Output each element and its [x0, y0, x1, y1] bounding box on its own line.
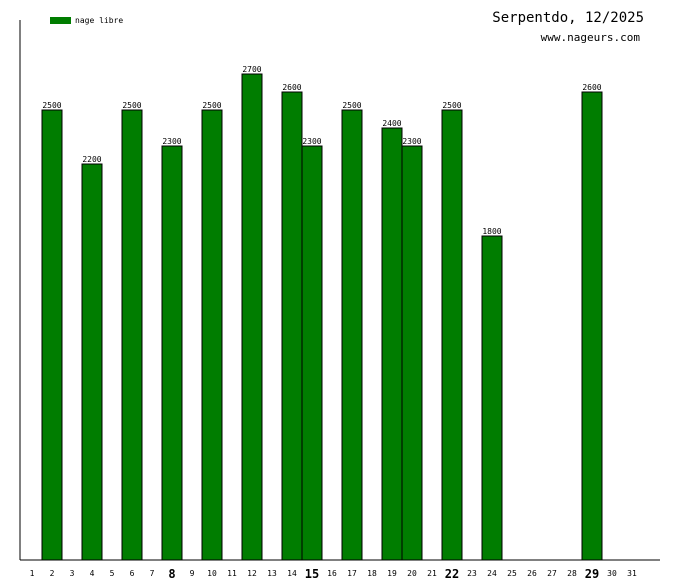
x-tick-label-17: 17	[347, 569, 357, 578]
x-tick-label-3: 3	[70, 569, 75, 578]
bar-day-19	[381, 127, 403, 561]
bar-day-29	[581, 91, 603, 561]
data-label-day-4: 2200	[82, 155, 101, 164]
x-tick-label-18: 18	[367, 569, 377, 578]
x-tick-label-2: 2	[50, 569, 55, 578]
x-tick-label-9: 9	[190, 569, 195, 578]
bar-day-24	[481, 235, 503, 561]
x-tick-label-4: 4	[90, 569, 95, 578]
bar-day-17	[341, 109, 363, 561]
legend-label: nage libre	[75, 16, 124, 25]
data-label-day-15: 2300	[302, 137, 321, 146]
bar-day-2	[41, 109, 63, 561]
legend-swatch	[50, 17, 71, 24]
bar-day-12	[241, 73, 263, 561]
bars-layer	[41, 73, 603, 561]
x-tick-label-12: 12	[247, 569, 257, 578]
x-tick-label-1: 1	[30, 569, 35, 578]
data-label-day-24: 1800	[482, 227, 501, 236]
x-tick-labels-layer: 1 2 3 4 5 6 7 8 9 10 11 12 13 14 15 16 17 18 19 20 21 22 23 24 2…	[30, 567, 637, 581]
x-tick-label-27: 27	[547, 569, 557, 578]
x-tick-label-31: 31	[627, 569, 637, 578]
x-tick-label-15: 15	[305, 567, 319, 580]
x-tick-label-20: 20	[407, 569, 417, 578]
bar-day-20	[401, 145, 423, 561]
data-label-day-19: 2400	[382, 119, 401, 128]
x-tick-label-24: 24	[487, 569, 497, 578]
bar-day-8	[161, 145, 183, 561]
legend: nage libre	[50, 16, 123, 25]
x-tick-label-21: 21	[427, 569, 437, 578]
x-tick-label-11: 11	[227, 569, 237, 578]
bar-day-14	[281, 91, 303, 561]
data-label-day-10: 2500	[202, 101, 221, 110]
data-label-day-22: 2500	[442, 101, 461, 110]
x-tick-label-16: 16	[327, 569, 337, 578]
chart-subtitle: www.nageurs.com	[540, 31, 640, 44]
bar-day-15	[301, 145, 323, 561]
data-label-day-17: 2500	[342, 101, 361, 110]
x-tick-label-7: 7	[150, 569, 155, 578]
bar-day-4	[81, 163, 103, 561]
data-label-day-12: 2700	[242, 65, 261, 74]
x-tick-label-22: 22	[445, 567, 459, 580]
x-tick-label-6: 6	[130, 569, 135, 578]
x-tick-label-13: 13	[267, 569, 277, 578]
x-tick-label-10: 10	[207, 569, 217, 578]
x-tick-label-30: 30	[607, 569, 617, 578]
data-labels-layer: 2500 2200 2500 2300 2500 2700 2600 2300 2500 2400…	[42, 65, 601, 236]
bar-day-6	[121, 109, 143, 561]
bar-day-10	[201, 109, 223, 561]
x-tick-label-14: 14	[287, 569, 297, 578]
data-label-day-2: 2500	[42, 101, 61, 110]
data-label-day-8: 2300	[162, 137, 181, 146]
data-label-day-14: 2600	[282, 83, 301, 92]
x-tick-label-23: 23	[467, 569, 477, 578]
x-tick-label-8: 8	[168, 567, 175, 580]
x-tick-label-29: 29	[585, 567, 599, 580]
x-tick-label-28: 28	[567, 569, 577, 578]
x-tick-label-26: 26	[527, 569, 537, 578]
x-tick-label-19: 19	[387, 569, 397, 578]
data-label-day-6: 2500	[122, 101, 141, 110]
x-tick-label-5: 5	[110, 569, 115, 578]
data-label-day-29: 2600	[582, 83, 601, 92]
x-tick-label-25: 25	[507, 569, 517, 578]
chart-title: Serpentdo, 12/2025	[492, 10, 644, 26]
bar-day-22	[441, 109, 463, 561]
data-label-day-20: 2300	[402, 137, 421, 146]
